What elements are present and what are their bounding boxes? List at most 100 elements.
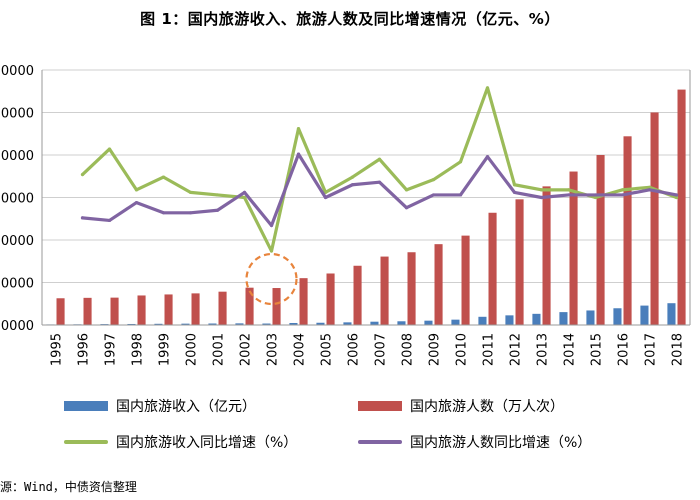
x-tick-label: 1998 [131,333,146,366]
point-visitors-growth-2001 [215,208,220,212]
source-note: 源：Wind，中债资信整理 [0,480,137,494]
point-income-growth-1997 [107,147,112,151]
bar-visitors-2006 [353,265,362,325]
point-visitors-growth-2007 [377,180,382,184]
bar-visitors-1998 [137,295,146,325]
legend-label-visitors-growth: 国内旅游人数同比增速（%） [410,435,592,451]
bar-income-2005 [316,322,325,325]
bar-income-2001 [208,323,217,325]
x-tick-label: 2017 [644,333,659,366]
bar-income-2015 [586,310,595,325]
x-tick-label: 2007 [374,333,389,366]
legend-item-visitors-growth: 国内旅游人数同比增速（%） [358,432,591,452]
point-income-growth-2013 [539,188,544,192]
point-visitors-growth-2004 [296,152,301,156]
bar-income-2008 [397,321,406,325]
point-visitors-growth-2000 [188,211,193,215]
x-tick-label: 2015 [590,333,605,366]
y-tick-label: 0000 [1,234,34,249]
line-layer [80,86,679,253]
legend-label-income: 国内旅游收入（亿元） [116,399,256,415]
point-income-growth-2014 [566,188,571,192]
x-tick-label: 1999 [158,333,173,366]
point-income-growth-1999 [161,175,166,179]
point-visitors-growth-1998 [134,201,139,205]
legend-label-income-growth: 国内旅游收入同比增速（%） [116,435,298,451]
point-income-growth-1998 [134,188,139,192]
bar-visitors-2008 [407,252,416,325]
point-visitors-growth-2017 [647,188,652,192]
bar-income-2017 [640,305,649,325]
point-visitors-growth-2010 [458,193,463,197]
bar-visitors-2014 [569,171,578,325]
bar-visitors-2009 [434,244,443,325]
x-tick-label: 2018 [671,333,686,366]
point-income-growth-2007 [377,157,382,161]
x-tick-label: 1996 [77,333,92,366]
point-income-growth-2010 [458,160,463,164]
y-tick-label: 0000 [1,277,34,292]
point-income-growth-2012 [512,183,517,187]
bar-visitors-1996 [83,297,92,325]
point-visitors-growth-2006 [350,183,355,187]
bar-income-1999 [154,323,163,325]
point-visitors-growth-2005 [323,195,328,200]
point-income-growth-2004 [296,127,301,131]
point-visitors-growth-2015 [593,193,598,197]
point-visitors-growth-2016 [620,193,625,197]
point-visitors-growth-2009 [431,193,436,197]
legend-item-income: 国内旅游收入（亿元） [64,396,256,416]
point-income-growth-2001 [215,193,220,197]
axis-layer: 0000 0000 0000 0000 0000 0000 0000 1995 1996 1997… [1,64,691,366]
bar-visitors-2015 [596,155,605,325]
bar-visitors-2017 [650,112,659,326]
bar-income-2010 [451,319,460,325]
x-tick-label: 2003 [266,333,281,366]
x-tick-label: 2005 [320,333,335,366]
point-visitors-growth-2003 [269,223,274,228]
point-income-growth-2011 [485,86,490,90]
chart-title: 图 1：国内旅游收入、旅游人数及同比增速情况（亿元、%） [140,10,560,28]
x-tick-label: 2013 [536,333,551,366]
legend-item-visitors: 国内旅游人数（万人次） [358,396,564,416]
bar-income-2007 [370,321,379,325]
x-tick-label: 2000 [185,333,200,366]
point-visitors-growth-2018 [674,193,679,197]
point-income-growth-1996 [80,172,85,177]
bar-visitors-1997 [110,297,119,325]
bar-income-2009 [424,320,433,325]
point-visitors-growth-1999 [161,211,166,215]
point-income-growth-2016 [620,188,625,192]
bar-income-2018 [667,303,676,325]
point-income-growth-2018 [674,195,679,200]
point-visitors-growth-2008 [404,206,409,210]
point-income-growth-2009 [431,178,436,182]
bar-visitors-2005 [326,273,335,325]
bar-visitors-2018 [677,89,686,325]
point-income-growth-2006 [350,175,355,179]
bar-visitors-1999 [164,294,173,325]
point-visitors-growth-2014 [566,193,571,197]
bar-visitors-2013 [542,186,551,325]
y-tick-label: 0000 [1,149,34,164]
legend-swatch-income [64,401,108,411]
bar-layer [46,89,686,326]
bar-visitors-2016 [623,136,632,325]
bar-visitors-2004 [299,278,308,325]
x-tick-label: 2012 [509,333,524,366]
x-tick-label: 2001 [212,333,227,366]
x-tick-label: 2008 [401,333,416,366]
bar-income-2014 [559,312,568,325]
x-tick-label: 1995 [50,333,65,366]
x-tick-label: 2006 [347,333,362,366]
bar-income-2016 [613,308,622,325]
y-tick-label: 0000 [1,319,34,334]
bar-income-2002 [235,323,244,325]
bar-income-2011 [478,316,487,325]
legend-swatch-visitors-growth [358,440,402,444]
x-tick-label: 2010 [455,333,470,366]
bar-visitors-2007 [380,256,389,325]
y-tick-label: 0000 [1,192,34,207]
x-tick-label: 1997 [104,333,119,366]
